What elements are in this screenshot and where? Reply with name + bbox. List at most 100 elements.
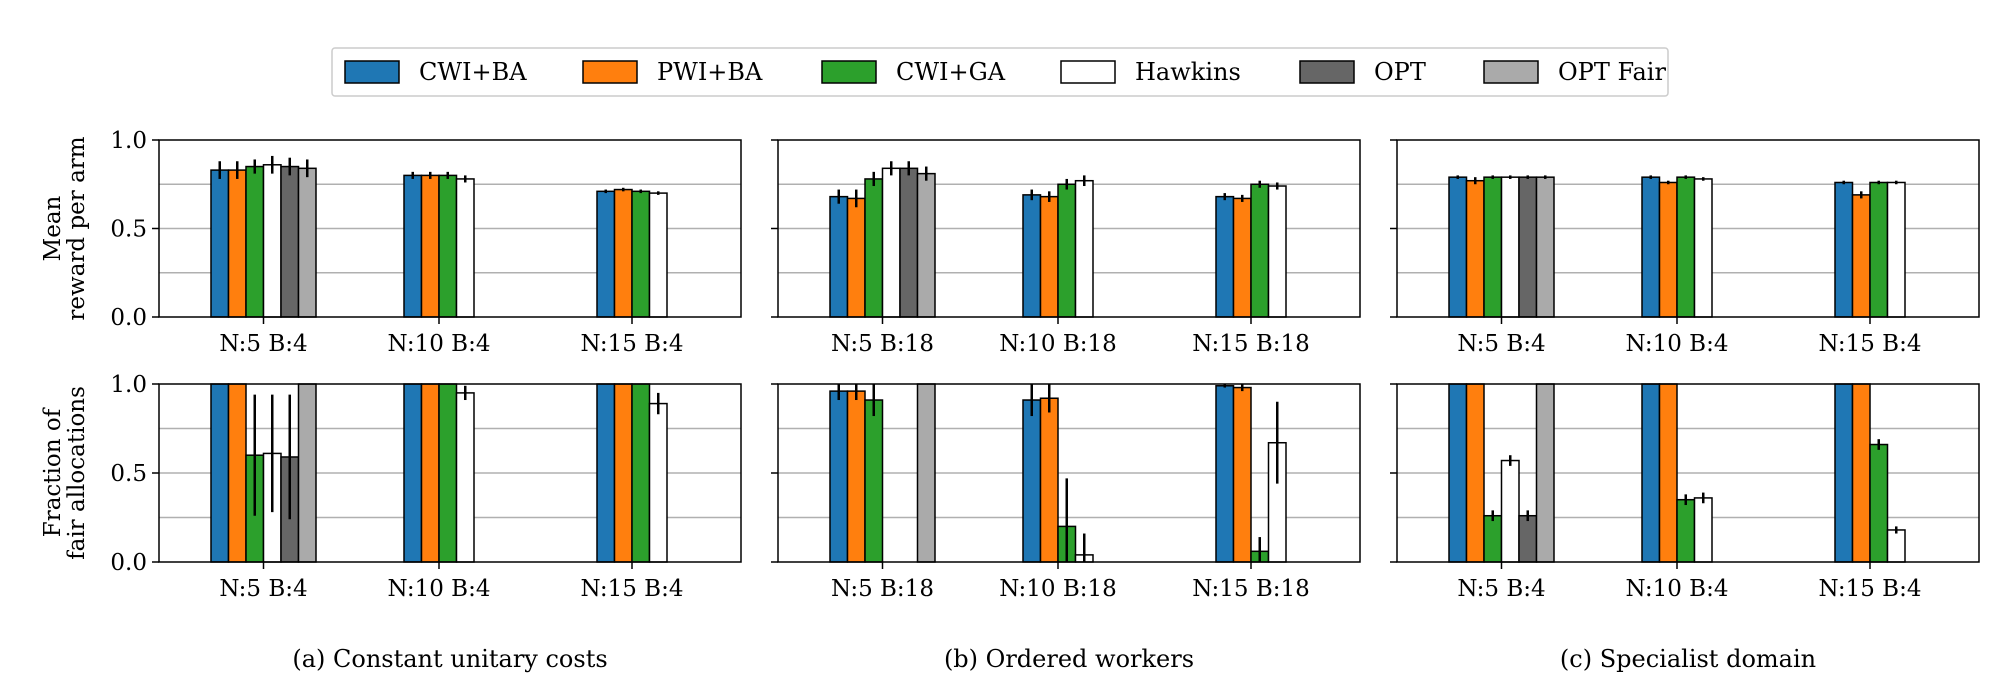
panel-caption: (b) Ordered workers — [944, 645, 1194, 673]
captions: (a) Constant unitary costs (b) Ordered wo… — [292, 645, 1816, 673]
bar-pwi-ba-n-10-b-18 — [1039, 195, 1059, 318]
bar-cwi-ba-n-10-b-18 — [1022, 399, 1042, 563]
bar-pwi-ba-n-10-b-4 — [1658, 383, 1678, 563]
bar-opt-fair-n-5-b-4 — [297, 167, 317, 318]
bar-pwi-ba-n-15-b-4 — [1851, 194, 1871, 318]
row-ylabel-line: fair allocations — [64, 386, 90, 560]
bar-pwi-ba-n-5-b-4 — [227, 383, 247, 563]
bar-pwi-ba-n-5-b-4 — [1465, 383, 1485, 563]
x-tick-label: N:5 B:4 — [1457, 331, 1545, 357]
bar-cwi-ba-n-5-b-4 — [1448, 176, 1468, 318]
bar-cwi-ga-n-5-b-4 — [1483, 176, 1503, 318]
legend-label-opt-fair: OPT Fair — [1558, 58, 1666, 86]
bar-opt-fair-n-5-b-18 — [916, 383, 936, 563]
bar-opt-fair-n-5-b-4 — [297, 383, 317, 563]
bar-cwi-ga-n-15-b-4 — [631, 383, 651, 563]
bar-hawkins-n-15-b-18 — [1267, 185, 1287, 318]
bar-cwi-ba-n-10-b-4 — [1641, 176, 1661, 318]
y-tick-label: 0.0 — [110, 305, 147, 331]
legend-label-pwi-ba: PWI+BA — [657, 58, 763, 86]
bar-opt-n-5-b-4 — [1518, 176, 1538, 318]
row-ylabels: Meanreward per arm Fraction offair alloca… — [40, 136, 90, 560]
panel-b-bottom: N:5 B:18 N:10 B:18 N:15 B:18 — [771, 383, 1361, 602]
bar-cwi-ba-n-10-b-4 — [403, 174, 423, 318]
y-tick-label: 0.5 — [110, 461, 147, 487]
bar-pwi-ba-n-10-b-4 — [1658, 181, 1678, 318]
bar-cwi-ga-n-10-b-4 — [1676, 498, 1696, 563]
bar-cwi-ga-n-10-b-4 — [438, 174, 458, 318]
bar-hawkins-n-10-b-4 — [1693, 178, 1713, 318]
x-tick-label: N:10 B:4 — [1626, 331, 1729, 357]
x-tick-label: N:15 B:4 — [1819, 331, 1922, 357]
bar-cwi-ga-n-10-b-4 — [438, 383, 458, 563]
bar-pwi-ba-n-15-b-18 — [1232, 386, 1252, 563]
bar-hawkins-n-5-b-4 — [262, 164, 282, 318]
bar-cwi-ga-n-5-b-4 — [1483, 514, 1503, 563]
legend-swatch-cwi-ga — [821, 60, 877, 84]
bar-pwi-ba-n-5-b-18 — [846, 390, 866, 563]
bar-cwi-ga-n-5-b-18 — [864, 178, 884, 318]
bar-cwi-ba-n-10-b-18 — [1022, 194, 1042, 318]
x-tick-label: N:15 B:4 — [1819, 576, 1922, 602]
legend-swatch-opt — [1299, 60, 1355, 84]
x-tick-label: N:5 B:4 — [1457, 576, 1545, 602]
panel-c-top: N:5 B:4 N:10 B:4 N:15 B:4 — [1390, 139, 1980, 357]
bar-hawkins-n-10-b-18 — [1074, 179, 1094, 318]
x-tick-label: N:15 B:4 — [581, 331, 684, 357]
bar-cwi-ba-n-5-b-18 — [829, 195, 849, 318]
legend-swatch-pwi-ba — [582, 60, 638, 84]
bar-opt-n-5-b-4 — [280, 165, 300, 318]
x-tick-label: N:15 B:18 — [1192, 576, 1310, 602]
bar-hawkins-n-5-b-4 — [1500, 176, 1520, 318]
x-tick-label: N:10 B:4 — [388, 331, 491, 357]
x-tick-label: N:15 B:18 — [1192, 331, 1310, 357]
bar-cwi-ga-n-15-b-4 — [631, 190, 651, 318]
bar-hawkins-n-15-b-4 — [648, 192, 668, 318]
bar-opt-n-5-b-18 — [899, 167, 919, 318]
y-tick-label: 1.0 — [110, 372, 147, 398]
bar-hawkins-n-15-b-4 — [648, 402, 668, 563]
bar-pwi-ba-n-15-b-4 — [613, 188, 633, 318]
bar-pwi-ba-n-10-b-4 — [420, 174, 440, 318]
bar-opt-fair-n-5-b-4 — [1535, 383, 1555, 563]
bar-cwi-ba-n-15-b-4 — [1834, 383, 1854, 563]
x-tick-label: N:5 B:4 — [219, 331, 307, 357]
chart-panels: 0.0 0.5 1.0 N:5 B:4 N:10 B:4 N:15 B:4 N:5 B:18… — [110, 128, 1980, 602]
panel-caption: (c) Specialist domain — [1560, 645, 1816, 673]
bar-hawkins-n-15-b-4 — [1886, 529, 1906, 563]
row-ylabel-line: Fraction of — [40, 407, 66, 537]
bar-opt-fair-n-5-b-4 — [1535, 176, 1555, 318]
bar-cwi-ba-n-5-b-4 — [210, 169, 230, 318]
panel-c-bottom: N:5 B:4 N:10 B:4 N:15 B:4 — [1390, 383, 1980, 602]
legend-swatch-hawkins — [1060, 60, 1116, 84]
bar-cwi-ga-n-5-b-18 — [864, 399, 884, 563]
bar-cwi-ba-n-15-b-18 — [1215, 385, 1235, 563]
bar-cwi-ba-n-15-b-4 — [596, 190, 616, 318]
panel-caption: (a) Constant unitary costs — [292, 645, 607, 673]
legend-label-cwi-ga: CWI+GA — [896, 58, 1006, 86]
panel-a-bottom: 0.0 0.5 1.0 N:5 B:4 N:10 B:4 N:15 B:4 — [110, 372, 742, 602]
row-ylabel-line: Mean — [40, 195, 66, 261]
legend-swatch-opt-fair — [1483, 60, 1539, 84]
bar-cwi-ga-n-5-b-4 — [245, 165, 265, 318]
x-tick-label: N:15 B:4 — [581, 576, 684, 602]
x-tick-label: N:10 B:4 — [1626, 576, 1729, 602]
row-ylabel: Fraction offair allocations — [40, 386, 90, 560]
bar-cwi-ba-n-15-b-4 — [1834, 181, 1854, 318]
bar-cwi-ba-n-5-b-4 — [210, 383, 230, 563]
x-tick-label: N:5 B:18 — [831, 331, 934, 357]
bar-cwi-ga-n-10-b-4 — [1676, 176, 1696, 318]
panel-a-top: 0.0 0.5 1.0 N:5 B:4 N:10 B:4 N:15 B:4 — [110, 128, 742, 357]
bar-cwi-ba-n-15-b-18 — [1215, 195, 1235, 318]
bar-cwi-ba-n-10-b-4 — [1641, 383, 1661, 563]
panel-b-top: N:5 B:18 N:10 B:18 N:15 B:18 — [771, 139, 1361, 357]
bar-opt-n-5-b-4 — [1518, 514, 1538, 563]
bar-hawkins-n-15-b-4 — [1886, 181, 1906, 318]
bar-hawkins-n-5-b-18 — [881, 167, 901, 318]
legend-frame — [331, 47, 1669, 97]
bar-hawkins-n-10-b-4 — [1693, 497, 1713, 563]
y-tick-label: 0.5 — [110, 217, 147, 243]
y-tick-label: 0.0 — [110, 550, 147, 576]
bar-cwi-ga-n-15-b-18 — [1250, 183, 1270, 318]
